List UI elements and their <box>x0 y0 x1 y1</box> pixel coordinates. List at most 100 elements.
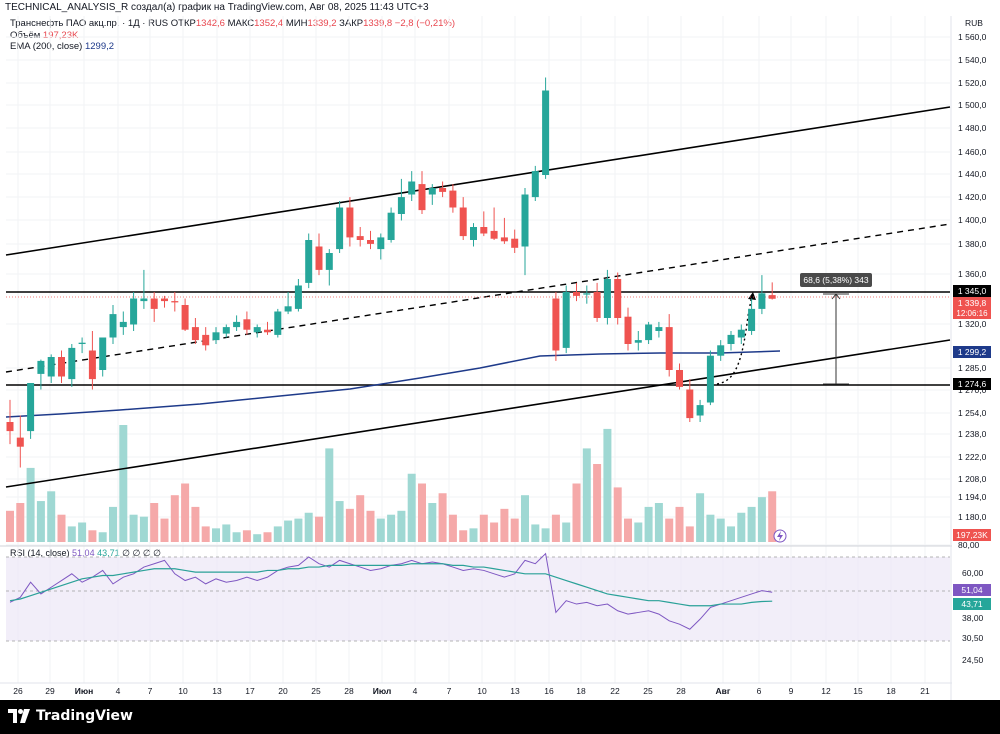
volume-bar <box>490 522 499 542</box>
high-value: 1352,4 <box>254 18 284 29</box>
candle-body <box>171 301 179 303</box>
candle-body <box>686 389 694 419</box>
time-tick-label: 10 <box>178 686 188 696</box>
volume-legend[interactable]: Объём 197,23K <box>10 30 78 41</box>
price-tick-label: 1 380,0 <box>958 239 987 249</box>
price-tick-label: 1 460,0 <box>958 147 987 157</box>
volume-bar <box>129 514 138 542</box>
time-tick-label: 12 <box>821 686 831 696</box>
ema-legend[interactable]: EMA (200, close) 1299,2 <box>10 41 114 52</box>
upper-channel-line[interactable] <box>5 106 951 256</box>
volume-bar <box>500 508 509 542</box>
rsi-band <box>6 557 950 641</box>
time-axis[interactable]: 26 29 Июн 4 7 10 13 17 20 25 28 Июл 4 7 10 13 16 18 22 25 28… <box>13 686 930 696</box>
volume-bar <box>263 532 272 542</box>
price-tick-label: 1 420,0 <box>958 192 987 202</box>
volume-bar <box>191 506 200 542</box>
lightning-icon[interactable] <box>773 529 787 543</box>
close-label: ЗАКР <box>339 18 364 29</box>
volume-bar <box>47 491 56 542</box>
time-tick-label: 28 <box>344 686 354 696</box>
price-tick-label: 1 540,0 <box>958 55 987 65</box>
candle-body <box>356 236 364 240</box>
candle-body <box>233 321 241 328</box>
candle-body <box>593 292 601 318</box>
time-tick-label: 25 <box>311 686 321 696</box>
volume-bar <box>345 508 354 542</box>
price-axis[interactable]: 1 560,0 1 540,0 1 520,0 1 500,0 1 480,0 1 460… <box>958 32 987 550</box>
volume-bar <box>593 464 602 542</box>
price-tick-label: 1 500,0 <box>958 100 987 110</box>
time-tick-label: 22 <box>610 686 620 696</box>
volume-bar <box>232 532 241 542</box>
volume-bars <box>6 425 777 542</box>
lower-channel-line[interactable] <box>5 339 951 488</box>
rsi-legend[interactable]: RSI (14, close) 51,04 43,71 ∅ ∅ ∅ ∅ <box>10 548 161 559</box>
volume-bar <box>459 530 468 542</box>
time-tick-label: 10 <box>477 686 487 696</box>
volume-bar <box>376 518 385 542</box>
volume-bar <box>634 522 643 542</box>
rsi-pane[interactable] <box>6 552 950 642</box>
candle-body <box>583 293 591 295</box>
volume-axis-label: 197,23K <box>956 530 988 540</box>
time-tick-label: 4 <box>116 686 121 696</box>
candle-body <box>37 360 45 374</box>
volume-bar <box>26 467 35 542</box>
candle-body <box>737 329 745 338</box>
candle-body <box>645 324 653 341</box>
volume-bar <box>16 503 25 542</box>
candle-body <box>449 190 457 208</box>
rsi-axis-value-label: 51,04 <box>961 585 983 595</box>
volume-bar <box>325 448 334 542</box>
candle-body <box>459 207 467 237</box>
trendline-drawings[interactable] <box>5 106 951 488</box>
volume-label: Объём <box>10 30 41 41</box>
attribution-text: TECHNICAL_ANALYSIS_R создал(а) график на… <box>5 2 429 13</box>
volume-bar <box>665 518 674 542</box>
volume-bar <box>78 522 87 542</box>
rsi-ma-line <box>9 563 773 607</box>
price-tick-label: 1 180,0 <box>958 512 987 522</box>
volume-bar <box>418 483 426 542</box>
level-high-label: 1 345,0 <box>958 286 987 296</box>
volume-bar <box>572 483 581 542</box>
volume-bar <box>644 506 653 542</box>
volume-bar <box>407 473 416 542</box>
rsi-value: 51,04 <box>72 548 95 558</box>
candle-body <box>758 293 766 309</box>
candle-body <box>521 194 529 247</box>
brand-name: TradingView <box>36 708 133 724</box>
volume-bar <box>448 514 457 542</box>
price-chart[interactable]: 68,6 (5,38%) 343 1 560,01 540,01 520,01 … <box>0 16 1000 700</box>
ema-value: 1299,2 <box>84 41 115 52</box>
volume-bar <box>109 506 117 542</box>
volume-bar <box>469 528 478 542</box>
volume-bar <box>222 524 231 542</box>
candle-body <box>696 405 704 416</box>
candle-body <box>562 292 570 348</box>
projection-arrowhead <box>748 292 756 300</box>
level-low-label: 1 274,6 <box>958 379 987 389</box>
volume-bar <box>304 512 313 542</box>
candle-body <box>88 350 96 380</box>
rsi-axis[interactable]: 60,00 38,00 30,50 24,50 <box>962 568 984 665</box>
price-tick-label: 1 520,0 <box>958 78 987 88</box>
rsi-label: RSI (14, close) <box>10 548 70 558</box>
volume-bar <box>438 493 447 542</box>
volume-bar <box>685 526 694 542</box>
candle-body <box>109 314 117 338</box>
candle-body <box>573 292 580 296</box>
candle-body <box>748 308 756 331</box>
low-label: МИН <box>285 18 308 29</box>
tradingview-logo[interactable]: TradingView <box>8 708 133 724</box>
middle-dashed-channel-line[interactable] <box>5 223 951 373</box>
volume-bar <box>366 510 375 542</box>
candle-body <box>418 184 426 211</box>
close-value: 1339,8 <box>363 18 393 29</box>
time-tick-label: 13 <box>212 686 222 696</box>
candle-body <box>614 279 622 318</box>
volume-bar <box>706 514 715 542</box>
candle-body <box>119 321 127 328</box>
ema-label: EMA (200, close) <box>10 41 83 52</box>
